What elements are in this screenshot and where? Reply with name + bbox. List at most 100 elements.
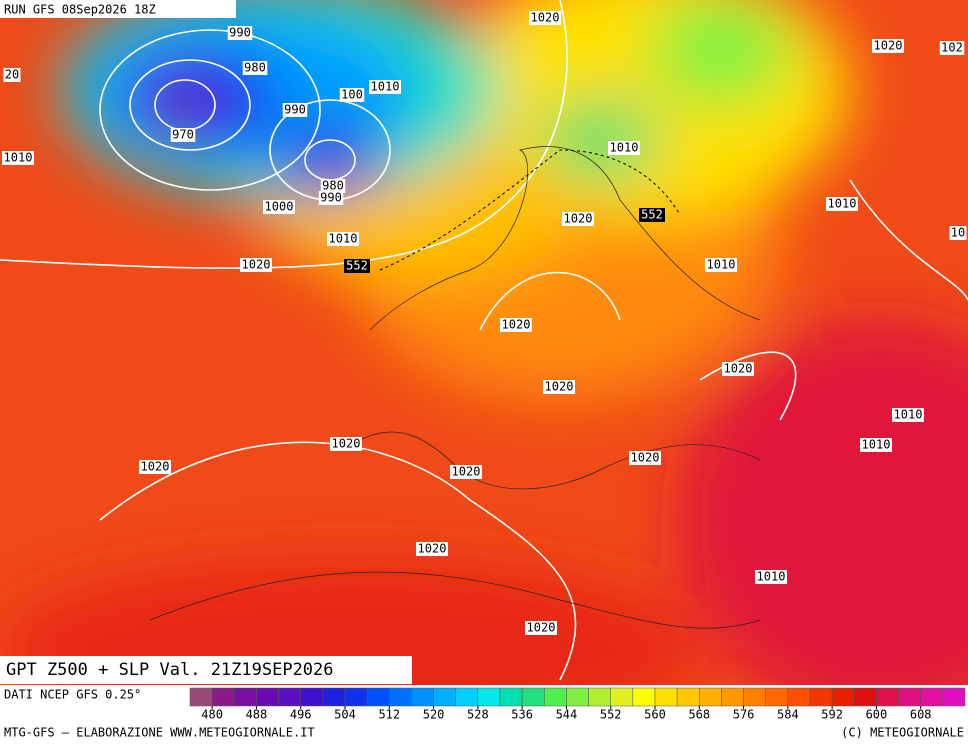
isobar-label: 1010 <box>371 80 400 94</box>
color-swatch <box>521 687 545 707</box>
tick-label: 584 <box>777 708 799 722</box>
isobar-label: 1020 <box>242 258 271 272</box>
isobar-label-bg <box>139 460 171 474</box>
z500-label: 552 <box>641 208 663 222</box>
isobar-label-bg <box>562 212 594 226</box>
isobar-label-bg <box>500 318 532 332</box>
isobar-label: 1010 <box>707 258 736 272</box>
tick-label: 512 <box>378 708 400 722</box>
color-swatch <box>278 687 301 707</box>
isobar-label: 10 <box>951 226 965 240</box>
isobar-label: 1020 <box>502 318 531 332</box>
isobar-label: 1020 <box>724 362 753 376</box>
color-swatch <box>654 687 678 707</box>
z500-label: 552 <box>346 259 368 273</box>
isobar-label-bg <box>2 151 34 165</box>
color-swatch <box>676 687 700 707</box>
isobar-label-bg <box>529 11 561 25</box>
isobar-label-bg <box>227 26 253 40</box>
color-swatch <box>544 687 567 707</box>
isobar-label-bg <box>320 179 346 193</box>
isobar-label-bg <box>327 232 359 246</box>
tick-label: 520 <box>423 708 445 722</box>
isobar-label: 1010 <box>4 151 33 165</box>
isobar-label-bg <box>949 226 967 240</box>
isobar-label: 990 <box>284 103 306 117</box>
color-swatch <box>699 687 722 707</box>
isobar-label-bg <box>263 200 295 214</box>
color-swatch <box>588 687 611 707</box>
isobar-label-bg <box>240 258 272 272</box>
isobar-label: 1020 <box>531 11 560 25</box>
isobar-label: 1010 <box>894 408 923 422</box>
isobar-label: 1020 <box>874 39 903 53</box>
isobar-label-bg <box>318 191 344 205</box>
isobar-label-bg <box>416 542 448 556</box>
isobar-label-bg <box>339 88 365 102</box>
isobar-label-bg <box>543 380 575 394</box>
color-swatch <box>366 687 390 707</box>
color-swatch <box>610 687 634 707</box>
isobar-label-bg <box>722 362 754 376</box>
isobar-label: 102 <box>941 41 963 55</box>
color-swatch <box>721 687 744 707</box>
color-swatch <box>234 687 257 707</box>
color-swatch <box>743 687 766 707</box>
tick-label: 504 <box>334 708 356 722</box>
isobar-label: 970 <box>172 128 194 142</box>
isobar-label-bg <box>369 80 401 94</box>
isobar-label-bg <box>525 621 557 635</box>
isobar-label: 1020 <box>418 542 447 556</box>
color-swatch <box>854 687 877 707</box>
color-swatch <box>632 687 656 707</box>
color-swatch <box>300 687 324 707</box>
isobars <box>0 0 968 681</box>
tick-label: 592 <box>821 708 843 722</box>
tick-label: 480 <box>201 708 223 722</box>
color-swatch <box>566 687 589 707</box>
isobar-label-bg <box>892 408 924 422</box>
color-swatch <box>256 687 279 707</box>
isobar-label-bg <box>755 570 787 584</box>
isobar-label: 990 <box>320 191 342 205</box>
source: DATI NCEP GFS 0.25° <box>4 688 141 702</box>
color-swatch <box>211 687 235 707</box>
color-swatch <box>344 687 368 707</box>
color-swatch <box>433 687 456 707</box>
color-swatch <box>322 687 346 707</box>
tick-label: 600 <box>866 708 888 722</box>
tick-label: 496 <box>290 708 312 722</box>
run-box <box>0 0 236 18</box>
copyright: (C) METEOGIORNALE <box>841 726 964 740</box>
isobar-label: 1010 <box>862 438 891 452</box>
color-swatch <box>455 687 479 707</box>
tick-label: 576 <box>733 708 755 722</box>
isobar-label-bg <box>939 41 965 55</box>
coastlines <box>149 146 761 629</box>
tick-label: 608 <box>910 708 932 722</box>
isobar-label: 1010 <box>329 232 358 246</box>
isobar-label-bg <box>170 128 196 142</box>
isobar-label: 1010 <box>757 570 786 584</box>
z500-552-line <box>379 149 681 271</box>
isobar-label: 1010 <box>828 197 857 211</box>
tick-label: 568 <box>688 708 710 722</box>
color-swatch <box>942 687 966 707</box>
isobar-label-bg <box>705 258 737 272</box>
isobar-label-bg <box>608 141 640 155</box>
color-swatch <box>189 687 213 707</box>
colorbar: 480 488 496 504 512 520 528 536 544 552 560 568 576 5… <box>189 687 966 722</box>
tick-label: 560 <box>644 708 666 722</box>
tick-label: 544 <box>556 708 578 722</box>
color-swatch <box>898 687 921 707</box>
credit: MTG-GFS — ELABORAZIONE WWW.METEOGIORNALE… <box>4 726 315 740</box>
z500-label-bg <box>639 208 665 222</box>
isobar-label-bg <box>282 103 308 117</box>
tick-label: 536 <box>511 708 533 722</box>
tick-label: 528 <box>467 708 489 722</box>
isobar-label-bg <box>330 437 362 451</box>
tick-label: 552 <box>600 708 622 722</box>
